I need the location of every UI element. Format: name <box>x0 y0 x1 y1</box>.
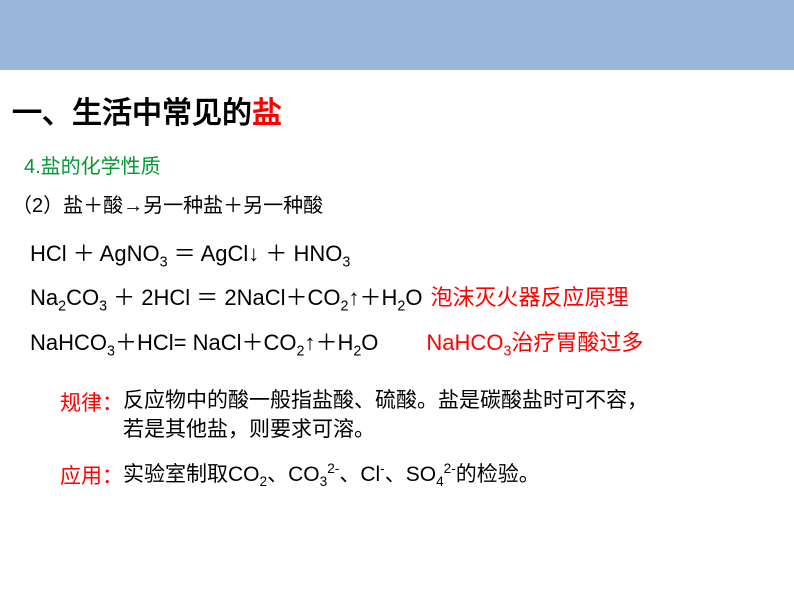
app-a-sub: 2 <box>260 474 268 489</box>
eq2-eq: ＝ <box>190 285 224 310</box>
app-b-sub: 3 <box>320 474 328 489</box>
eq1-eq: ＝ <box>168 241 201 266</box>
eq2-lhs-a-sub: 2 <box>58 299 66 315</box>
app-d-sub: 4 <box>436 474 444 489</box>
eq2-rhs-b: ↑＋H <box>349 285 398 310</box>
eq2-lhs-c: 2HCl <box>141 285 190 310</box>
eq1-rhs1: AgCl↓ ＋ HNO <box>201 241 343 266</box>
eq1-rhs1-sub: 3 <box>342 254 350 270</box>
eq2-note: 泡沫灭火器反应原理 <box>430 280 628 312</box>
equation-2: Na2CO3 ＋ 2HCl ＝ 2NaCl＋CO2↑＋H2O 泡沫灭火器反应原理 <box>30 280 782 314</box>
app-b: 、CO <box>267 463 320 486</box>
heading-highlight: 盐 <box>252 97 282 130</box>
app-e: 的检验。 <box>456 463 540 486</box>
eq3-rhs-c: O <box>361 330 378 355</box>
subheading: 4.盐的化学性质 <box>24 150 782 179</box>
app-c: 、Cl <box>339 463 380 486</box>
eq2-rhs-a: 2NaCl＋CO <box>224 285 340 310</box>
rule-label: 规律： <box>60 387 123 417</box>
eq1-lhs1: HCl ＋ AgNO <box>30 241 160 266</box>
top-banner <box>0 0 794 70</box>
section-heading: 一、生活中常见的盐 <box>12 88 782 132</box>
heading-prefix: 一、生活中常见的 <box>12 97 252 130</box>
eq3-note: NaHCO3治疗胃酸过多 <box>426 325 643 359</box>
rule-text: 反应物中的酸一般指盐酸、硫酸。盐是碳酸盐时可不容， 若是其他盐，则要求可溶。 <box>123 387 648 444</box>
eq3-rhs-a: NaCl＋CO <box>193 330 297 355</box>
app-label: 应用： <box>60 460 123 490</box>
subpoint: （2）盐＋酸→另一种盐＋另一种酸 <box>12 189 782 218</box>
eq2-lhs-b: CO <box>66 285 99 310</box>
rule-row: 规律： 反应物中的酸一般指盐酸、硫酸。盐是碳酸盐时可不容， 若是其他盐，则要求可… <box>60 387 782 444</box>
eq2-rhs-c: O <box>405 285 422 310</box>
eq3-lhs-a-sub: 3 <box>107 343 115 359</box>
eq2-lhs-b-sub: 3 <box>99 299 107 315</box>
app-a: 实验室制取CO <box>123 463 260 486</box>
eq2-rhs-a-sub: 2 <box>341 299 349 315</box>
slide-content: 一、生活中常见的盐 4.盐的化学性质 （2）盐＋酸→另一种盐＋另一种酸 HCl … <box>0 70 794 491</box>
eq2-plus: ＋ <box>107 285 141 310</box>
equation-block: HCl ＋ AgNO3 ＝ AgCl↓ ＋ HNO3 Na2CO3 ＋ 2HCl… <box>30 236 782 359</box>
app-d-sup: 2- <box>444 461 456 476</box>
eq1-lhs1-sub: 3 <box>160 254 168 270</box>
eq3-rhs-b: ↑＋H <box>304 330 353 355</box>
app-b-sup: 2- <box>327 461 339 476</box>
app-d: 、SO <box>385 463 436 486</box>
eq3-lhs-b: ＋HCl= <box>115 330 193 355</box>
eq2-lhs-a: Na <box>30 285 58 310</box>
eq3-lhs-a: NaHCO <box>30 330 107 355</box>
application-row: 应用： 实验室制取CO2、CO32-、Cl-、SO42-的检验。 <box>60 460 782 492</box>
eq3-note-b: 治疗胃酸过多 <box>511 330 643 355</box>
rule-line1: 反应物中的酸一般指盐酸、硫酸。盐是碳酸盐时可不容， <box>123 389 648 412</box>
rule-block: 规律： 反应物中的酸一般指盐酸、硫酸。盐是碳酸盐时可不容， 若是其他盐，则要求可… <box>60 387 782 491</box>
app-text: 实验室制取CO2、CO32-、Cl-、SO42-的检验。 <box>123 460 540 492</box>
rule-line2: 若是其他盐，则要求可溶。 <box>123 418 375 441</box>
eq3-note-a: NaHCO <box>426 330 503 355</box>
equation-3: NaHCO3＋HCl= NaCl＋CO2↑＋H2O NaHCO3治疗胃酸过多 <box>30 325 782 359</box>
equation-1: HCl ＋ AgNO3 ＝ AgCl↓ ＋ HNO3 <box>30 236 782 270</box>
